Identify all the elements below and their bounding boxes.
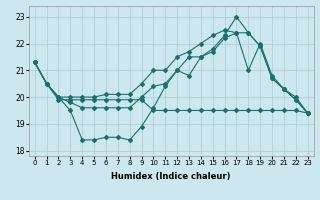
X-axis label: Humidex (Indice chaleur): Humidex (Indice chaleur) (111, 172, 231, 181)
